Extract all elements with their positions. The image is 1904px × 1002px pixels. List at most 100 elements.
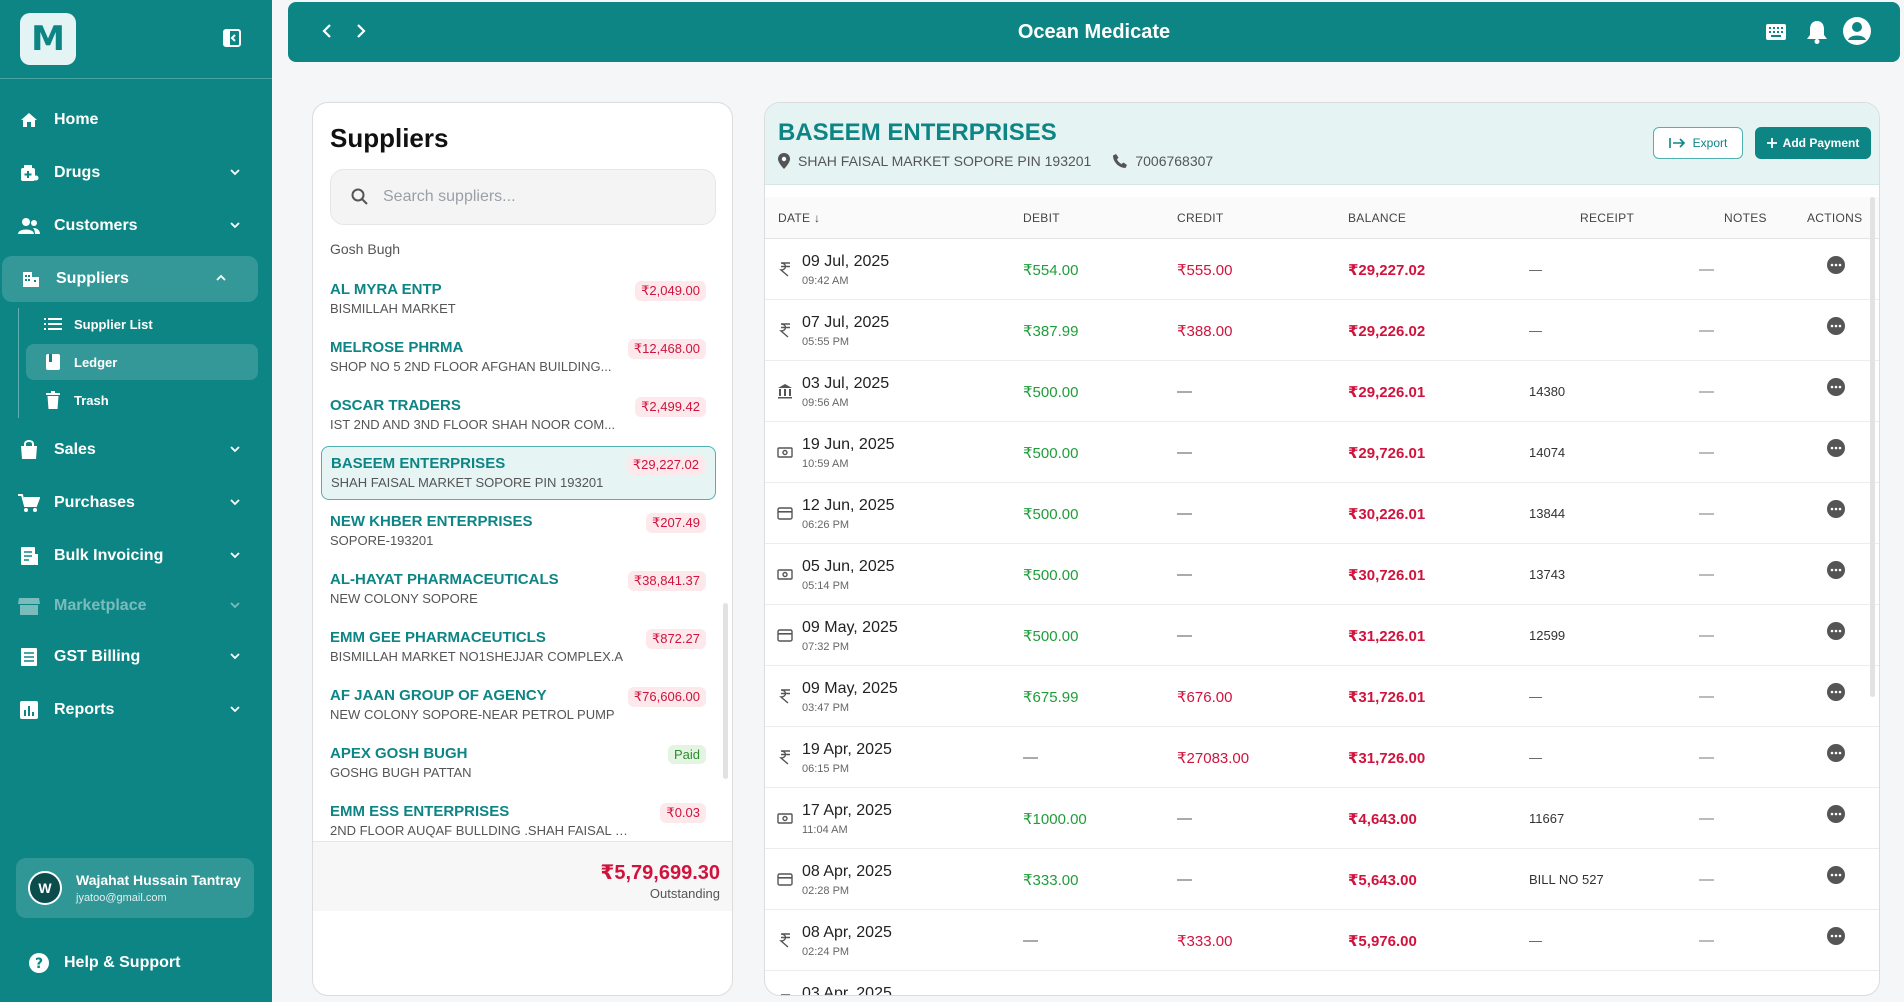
- more-actions-icon[interactable]: [1826, 316, 1846, 336]
- column-header-actions: ACTIONS: [1807, 211, 1863, 225]
- sidebar-item-gst-billing[interactable]: GST Billing: [0, 634, 272, 680]
- sidebar-item-label: Purchases: [54, 494, 135, 511]
- row-credit: ₹333.00: [1177, 933, 1233, 950]
- table-row[interactable]: 19 Apr, 2025 06:15 PM — ₹27083.00 ₹31,726.00…: [765, 727, 1879, 788]
- rupee-icon: [779, 262, 790, 277]
- table-row[interactable]: 09 May, 2025 03:47 PM ₹675.99 ₹676.00 ₹31,72…: [765, 666, 1879, 727]
- cash-icon: [777, 447, 793, 458]
- supplier-item-selected[interactable]: BASEEM ENTERPRISES SHAH FAISAL MARKET SO…: [321, 446, 716, 500]
- forward-arrow-icon[interactable]: [352, 22, 370, 40]
- notification-bell-icon[interactable]: [1806, 20, 1828, 44]
- rupee-icon: [781, 994, 790, 995]
- table-row[interactable]: 05 Jun, 2025 05:14 PM ₹500.00 — ₹30,726.01 13…: [765, 544, 1879, 605]
- chevron-down-icon: [230, 222, 240, 229]
- sidebar-subitem-ledger[interactable]: Ledger: [26, 344, 258, 380]
- user-profile-card[interactable]: W Wajahat Hussain Tantray jyatoo@gmail.c…: [16, 858, 254, 918]
- supplier-item[interactable]: NEW KHBER ENTERPRISES SOPORE-193201 ₹207…: [321, 505, 716, 559]
- row-time: 06:15 PM: [802, 763, 850, 775]
- more-actions-icon[interactable]: [1826, 255, 1846, 275]
- sidebar-item-purchases[interactable]: Purchases: [0, 480, 272, 526]
- supplier-item[interactable]: MELROSE PHRMA SHOP NO 5 2ND FLOOR AFGHAN…: [321, 331, 716, 385]
- sidebar-item-bulk-invoicing[interactable]: Bulk Invoicing: [0, 533, 272, 579]
- sidebar-item-suppliers[interactable]: Suppliers: [2, 256, 258, 302]
- table-row[interactable]: 09 Jul, 2025 09:42 AM ₹554.00 ₹555.00 ₹29,22…: [765, 239, 1879, 300]
- list-item-partial[interactable]: Gosh Bugh: [330, 241, 401, 257]
- table-row[interactable]: 09 May, 2025 07:32 PM ₹500.00 — ₹31,226.01 12…: [765, 605, 1879, 666]
- more-actions-icon[interactable]: [1826, 499, 1846, 519]
- bank-icon: [778, 384, 792, 399]
- search-box[interactable]: [330, 169, 716, 225]
- chevron-down-icon: [230, 706, 240, 713]
- row-credit: ₹388.00: [1177, 323, 1233, 340]
- more-actions-icon[interactable]: [1826, 926, 1846, 946]
- chevron-down-icon: [230, 169, 240, 176]
- store-icon: [18, 595, 40, 617]
- column-header-date[interactable]: DATE ↓: [778, 211, 821, 225]
- sidebar-collapse-icon[interactable]: [222, 28, 242, 48]
- table-row[interactable]: 19 Jun, 2025 10:59 AM ₹500.00 — ₹29,726.01 14…: [765, 422, 1879, 483]
- ledger-phone: 7006768307: [1135, 153, 1214, 169]
- invoice-icon: [18, 545, 40, 567]
- more-actions-icon[interactable]: [1826, 621, 1846, 641]
- sidebar-item-drugs[interactable]: Drugs: [0, 150, 272, 196]
- table-row[interactable]: 17 Apr, 2025 11:04 AM ₹1000.00 — ₹4,643.00 11…: [765, 788, 1879, 849]
- more-actions-icon[interactable]: [1826, 743, 1846, 763]
- row-notes: —: [1699, 566, 1714, 583]
- add-payment-button[interactable]: Add Payment: [1755, 127, 1871, 159]
- table-row[interactable]: 03 Apr, 2025: [765, 971, 1879, 995]
- supplier-name: OSCAR TRADERS: [330, 397, 461, 414]
- supplier-item[interactable]: AL MYRA ENTP BISMILLAH MARKET ₹2,049.00: [321, 273, 716, 327]
- table-row[interactable]: 08 Apr, 2025 02:24 PM — ₹333.00 ₹5,976.00 — —: [765, 910, 1879, 971]
- sidebar-subitem-trash[interactable]: Trash: [26, 382, 258, 418]
- sidebar-item-marketplace[interactable]: Marketplace: [0, 583, 272, 629]
- supplier-item[interactable]: APEX GOSH BUGH GOSHG BUGH PATTAN Paid: [321, 737, 716, 791]
- row-notes: —: [1699, 932, 1714, 949]
- keyboard-icon[interactable]: [1766, 24, 1786, 40]
- supplier-item[interactable]: EMM GEE PHARMACEUTICLS BISMILLAH MARKET …: [321, 621, 716, 675]
- search-input[interactable]: [383, 188, 703, 206]
- scrollbar-thumb[interactable]: [1870, 197, 1875, 697]
- table-row[interactable]: 03 Jul, 2025 09:56 AM ₹500.00 — ₹29,226.01 14…: [765, 361, 1879, 422]
- row-receipt: BILL NO 527: [1529, 872, 1604, 887]
- supplier-name: NEW KHBER ENTERPRISES: [330, 513, 533, 530]
- row-time: 05:55 PM: [802, 336, 850, 348]
- table-row[interactable]: 12 Jun, 2025 06:26 PM ₹500.00 — ₹30,226.01 13…: [765, 483, 1879, 544]
- customers-icon: [18, 215, 40, 237]
- sidebar-item-reports[interactable]: Reports: [0, 687, 272, 733]
- sidebar-item-sales[interactable]: Sales: [0, 427, 272, 473]
- scrollbar-thumb[interactable]: [723, 603, 728, 779]
- ledger-header: BASEEM ENTERPRISES SHAH FAISAL MARKET SO…: [765, 103, 1879, 185]
- ledger-panel: BASEEM ENTERPRISES SHAH FAISAL MARKET SO…: [764, 102, 1880, 996]
- more-actions-icon[interactable]: [1826, 865, 1846, 885]
- sidebar-item-home[interactable]: Home: [0, 97, 272, 143]
- more-actions-icon[interactable]: [1826, 804, 1846, 824]
- sidebar-item-customers[interactable]: Customers: [0, 203, 272, 249]
- more-actions-icon[interactable]: [1826, 438, 1846, 458]
- card-icon: [777, 629, 793, 642]
- table-row[interactable]: 08 Apr, 2025 02:28 PM ₹333.00 — ₹5,643.00 BIL…: [765, 849, 1879, 910]
- sidebar-subitem-supplier-list[interactable]: Supplier List: [26, 306, 258, 342]
- sidebar-subitem-label: Supplier List: [74, 316, 153, 332]
- row-balance: ₹29,227.02: [1348, 262, 1426, 279]
- row-debit: —: [1023, 749, 1038, 766]
- user-name: Wajahat Hussain Tantray: [76, 872, 241, 888]
- top-header: Ocean Medicate: [288, 2, 1900, 62]
- table-row[interactable]: 07 Jul, 2025 05:55 PM ₹387.99 ₹388.00 ₹29,22…: [765, 300, 1879, 361]
- more-actions-icon[interactable]: [1826, 377, 1846, 397]
- more-actions-icon[interactable]: [1826, 682, 1846, 702]
- supplier-item[interactable]: EMM ESS ENTERPRISES 2ND FLOOR AUQAF BULL…: [321, 795, 716, 849]
- supplier-item[interactable]: AF JAAN GROUP OF AGENCY NEW COLONY SOPOR…: [321, 679, 716, 733]
- back-arrow-icon[interactable]: [318, 22, 336, 40]
- row-notes: —: [1699, 749, 1714, 766]
- app-logo[interactable]: M: [20, 13, 76, 65]
- export-button[interactable]: Export: [1653, 127, 1743, 159]
- chevron-down-icon: [230, 446, 240, 453]
- more-actions-icon[interactable]: [1826, 560, 1846, 580]
- sidebar: M Home Drugs Customers Suppliers Supplie…: [0, 0, 272, 1002]
- account-icon[interactable]: [1842, 16, 1872, 46]
- supplier-item[interactable]: AL-HAYAT PHARMACEUTICALS NEW COLONY SOPO…: [321, 563, 716, 617]
- row-date: 19 Apr, 2025: [802, 741, 892, 758]
- row-debit: ₹500.00: [1023, 628, 1079, 645]
- help-support-link[interactable]: ? Help & Support: [28, 952, 180, 974]
- supplier-item[interactable]: OSCAR TRADERS IST 2ND AND 3ND FLOOR SHAH…: [321, 389, 716, 443]
